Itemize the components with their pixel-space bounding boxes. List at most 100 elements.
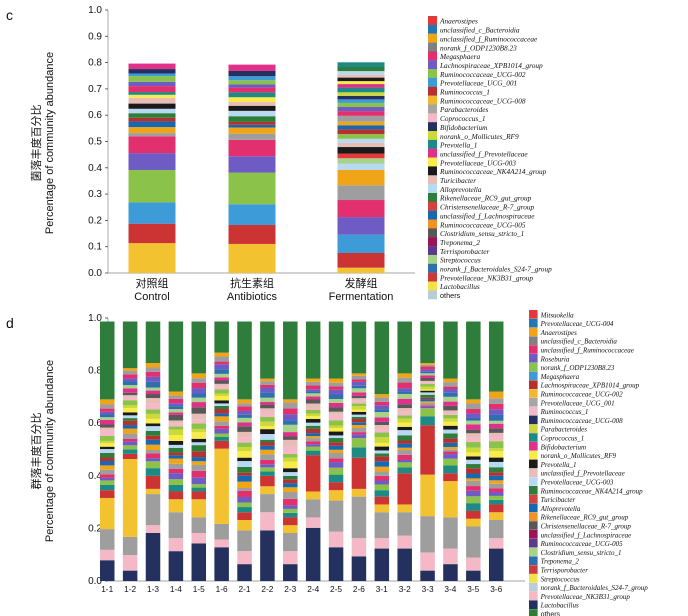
svg-text:Ruminococcaceae_UCG-008: Ruminococcaceae_UCG-008	[439, 96, 526, 105]
svg-text:菌落丰度百分比: 菌落丰度百分比	[29, 105, 43, 182]
svg-text:Ruminococcaceae_UCG-002: Ruminococcaceae_UCG-002	[439, 70, 526, 79]
svg-text:Ruminococcaceae_UCG-008: Ruminococcaceae_UCG-008	[540, 417, 624, 425]
svg-text:3-2: 3-2	[399, 584, 411, 594]
svg-text:1-6: 1-6	[216, 584, 228, 594]
svg-text:2-3: 2-3	[284, 584, 296, 594]
svg-text:c: c	[6, 7, 13, 23]
svg-text:Ruminococcus_1: Ruminococcus_1	[439, 88, 490, 97]
svg-text:1-5: 1-5	[193, 584, 205, 594]
svg-text:unclassified_f_Prevotellaceae: unclassified_f_Prevotellaceae	[541, 470, 625, 478]
svg-text:Prevotellaceae_UCG-003: Prevotellaceae_UCG-003	[540, 479, 614, 487]
svg-text:0.8: 0.8	[88, 58, 102, 69]
svg-text:unclassified_f_Prevotellaceae: unclassified_f_Prevotellaceae	[440, 149, 528, 158]
svg-text:Rikenellaceae_RC9_gut_group: Rikenellaceae_RC9_gut_group	[439, 194, 532, 203]
svg-text:Lactobacillus: Lactobacillus	[439, 282, 480, 291]
svg-text:1-4: 1-4	[170, 584, 182, 594]
svg-text:Bifidobacterium: Bifidobacterium	[541, 443, 587, 451]
svg-text:Turicibacter: Turicibacter	[440, 176, 476, 185]
svg-text:2-6: 2-6	[353, 584, 365, 594]
svg-text:发酵组: 发酵组	[345, 276, 378, 290]
svg-text:Clostridium_sensu_stricto_1: Clostridium_sensu_stricto_1	[541, 549, 622, 557]
svg-text:0.5: 0.5	[88, 137, 102, 148]
svg-text:Roseburia: Roseburia	[540, 355, 570, 363]
svg-text:norank_f_ODP1230B8.23: norank_f_ODP1230B8.23	[541, 364, 615, 372]
svg-text:Ruminococcus_1: Ruminococcus_1	[540, 408, 589, 416]
svg-text:norank_f_Bacteroidales_S24-7_g: norank_f_Bacteroidales_S24-7_group	[541, 584, 649, 592]
svg-text:unclassified_f_Lachnospiraceae: unclassified_f_Lachnospiraceae	[440, 211, 535, 220]
svg-text:Parabacteroides: Parabacteroides	[439, 105, 489, 114]
svg-text:Lachnospiraceae_XPB1014_group: Lachnospiraceae_XPB1014_group	[439, 61, 543, 70]
svg-text:unclassified_f_Ruminococcaceae: unclassified_f_Ruminococcaceae	[541, 347, 634, 355]
svg-text:unclassified_c_Bacteroidia: unclassified_c_Bacteroidia	[541, 338, 618, 346]
svg-text:0.3: 0.3	[88, 189, 102, 200]
svg-text:0.2: 0.2	[88, 215, 102, 226]
svg-text:Control: Control	[134, 291, 169, 303]
svg-text:Turicibacter: Turicibacter	[541, 496, 576, 504]
svg-text:0.0: 0.0	[88, 268, 102, 279]
svg-text:Rikenellaceae_RC9_gut_group: Rikenellaceae_RC9_gut_group	[540, 514, 629, 522]
svg-text:Prevotellaceae_UCG-003: Prevotellaceae_UCG-003	[439, 158, 516, 167]
svg-text:0.4: 0.4	[88, 163, 102, 174]
svg-text:3-3: 3-3	[422, 584, 434, 594]
svg-text:Alloprevotella: Alloprevotella	[439, 185, 482, 194]
svg-text:Fermentation: Fermentation	[329, 291, 394, 303]
svg-text:1.0: 1.0	[88, 5, 102, 16]
svg-text:Lachnospiraceae_XPB1014_group: Lachnospiraceae_XPB1014_group	[540, 382, 640, 390]
svg-text:norank_o_Mollicutes_RF9: norank_o_Mollicutes_RF9	[440, 132, 519, 141]
svg-text:Percentage of community abunda: Percentage of community abundance	[44, 360, 56, 542]
svg-text:Terrisporobacter: Terrisporobacter	[541, 567, 589, 575]
svg-text:Christensenellaceae_R-7_group: Christensenellaceae_R-7_group	[541, 523, 632, 531]
svg-text:Lactobacillus: Lactobacillus	[540, 602, 579, 610]
svg-text:Prevotellaceae_NK3B31_group: Prevotellaceae_NK3B31_group	[540, 593, 631, 601]
svg-text:Prevotellaceae_UCG-004: Prevotellaceae_UCG-004	[540, 320, 614, 328]
svg-text:1-3: 1-3	[147, 584, 159, 594]
svg-text:Ruminococcaceae_NK4A214_group: Ruminococcaceae_NK4A214_group	[540, 487, 643, 495]
svg-text:Megasphaera: Megasphaera	[439, 52, 480, 61]
svg-text:0.1: 0.1	[88, 242, 102, 253]
svg-text:3-5: 3-5	[467, 584, 479, 594]
svg-text:norank_f_Bacteroidales_S24-7_g: norank_f_Bacteroidales_S24-7_group	[440, 265, 552, 274]
svg-text:Ruminococcaceae_NK4A214_group: Ruminococcaceae_NK4A214_group	[439, 167, 547, 176]
svg-text:群落丰度百分比: 群落丰度百分比	[29, 413, 43, 490]
svg-text:Prevotellaceae_UCG_001: Prevotellaceae_UCG_001	[540, 399, 615, 407]
svg-text:Antibiotics: Antibiotics	[227, 291, 278, 303]
svg-text:2-4: 2-4	[307, 584, 319, 594]
svg-text:Mitsuokella: Mitsuokella	[540, 311, 575, 319]
svg-text:Prevotellaceae_NK3B31_group: Prevotellaceae_NK3B31_group	[439, 273, 533, 282]
svg-text:Christensenellaceae_R-7_group: Christensenellaceae_R-7_group	[440, 203, 535, 212]
svg-text:Coprococcus_1: Coprococcus_1	[440, 114, 486, 123]
svg-text:Ruminococcaceae_UCG-005: Ruminococcaceae_UCG-005	[540, 540, 624, 548]
svg-text:Treponema_2: Treponema_2	[440, 238, 480, 247]
svg-text:Clostridium_sensu_stricto_1: Clostridium_sensu_stricto_1	[440, 229, 524, 238]
svg-text:Anaerostipes: Anaerostipes	[439, 17, 478, 26]
svg-text:0.6: 0.6	[88, 110, 102, 121]
svg-text:Bifidobacterium: Bifidobacterium	[440, 123, 487, 132]
svg-text:others: others	[541, 612, 561, 616]
svg-text:d: d	[6, 315, 14, 331]
svg-text:0.9: 0.9	[88, 31, 102, 42]
svg-text:2-5: 2-5	[330, 584, 342, 594]
svg-text:3-6: 3-6	[490, 584, 502, 594]
svg-text:Anaerostipes: Anaerostipes	[540, 329, 578, 337]
svg-text:Coprococcus_1: Coprococcus_1	[541, 435, 585, 443]
svg-text:Ruminococcaceae_UCG-005: Ruminococcaceae_UCG-005	[439, 220, 526, 229]
svg-text:Terrisporobacter: Terrisporobacter	[440, 247, 489, 256]
svg-text:Prevotellaceae_UCG_001: Prevotellaceae_UCG_001	[439, 79, 517, 88]
svg-text:2-1: 2-1	[239, 584, 251, 594]
svg-text:Parabacteroides: Parabacteroides	[540, 426, 588, 434]
svg-text:Percentage of community abunda: Percentage of community abundance	[44, 52, 56, 234]
svg-text:Alloprevotella: Alloprevotella	[540, 505, 581, 513]
svg-text:norank_f_ODP1230B8.23: norank_f_ODP1230B8.23	[440, 43, 517, 52]
svg-text:Prevotella_1: Prevotella_1	[439, 141, 477, 150]
svg-text:unclassified_c_Bacteroidia: unclassified_c_Bacteroidia	[440, 26, 520, 35]
svg-text:0.7: 0.7	[88, 84, 102, 95]
svg-text:Treponema_2: Treponema_2	[541, 558, 580, 566]
svg-text:2-2: 2-2	[261, 584, 273, 594]
svg-text:unclassified_f_Ruminococcaceae: unclassified_f_Ruminococcaceae	[440, 34, 538, 43]
svg-text:Streptococcus: Streptococcus	[440, 256, 481, 265]
svg-text:1-1: 1-1	[101, 584, 113, 594]
svg-text:Streptococcus: Streptococcus	[541, 575, 580, 583]
svg-text:Prevotella_1: Prevotella_1	[540, 461, 577, 469]
svg-text:1-2: 1-2	[124, 584, 136, 594]
svg-text:norank_o_Mollicutes_RF9: norank_o_Mollicutes_RF9	[541, 452, 617, 460]
